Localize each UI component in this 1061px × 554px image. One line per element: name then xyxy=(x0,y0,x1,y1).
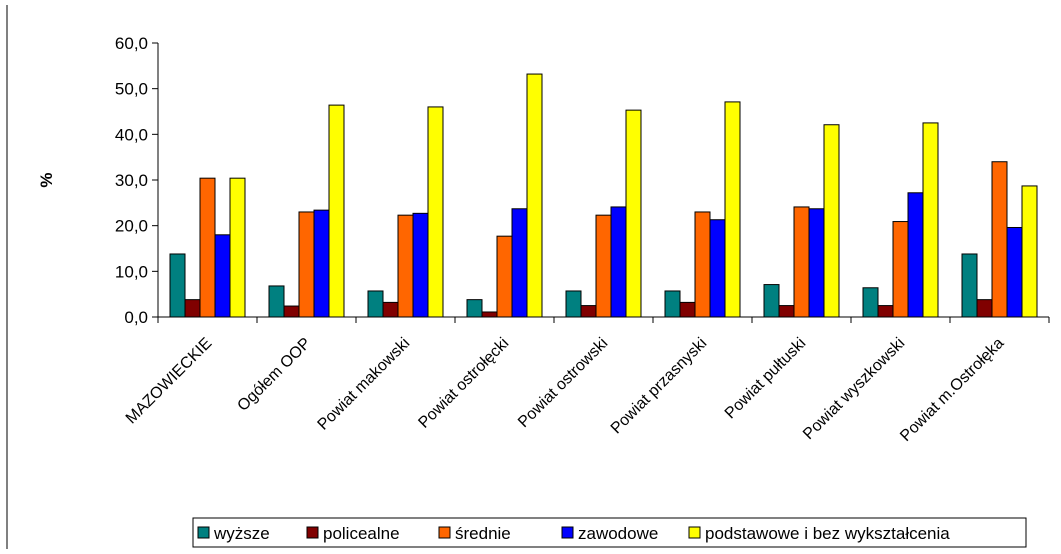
y-axis-title: % xyxy=(37,172,56,187)
bar xyxy=(877,305,894,318)
bar xyxy=(229,177,246,318)
bar xyxy=(565,290,582,318)
bar xyxy=(268,285,285,318)
bar xyxy=(610,206,627,318)
y-tick-label: 20,0 xyxy=(115,217,148,236)
legend-swatch xyxy=(561,526,574,539)
x-tick-label: Powiat pułtuski xyxy=(722,335,809,422)
bar xyxy=(892,221,909,318)
bar xyxy=(214,234,231,318)
bar xyxy=(778,305,795,318)
bar xyxy=(961,253,978,318)
x-tick-label: Powiat m.Ostrołęka xyxy=(897,335,1007,445)
y-tick-label: 60,0 xyxy=(115,34,148,53)
bar xyxy=(709,219,726,318)
x-tick-label: Powiat przasnyski xyxy=(608,335,711,438)
bar xyxy=(199,177,216,318)
bar xyxy=(412,212,429,318)
x-tick-label: MAZOWIECKIE xyxy=(123,335,215,427)
bar xyxy=(481,311,498,318)
bar xyxy=(283,305,300,318)
bar xyxy=(823,124,840,318)
bar xyxy=(679,301,696,318)
y-tick-label: 50,0 xyxy=(115,80,148,99)
bar xyxy=(397,214,414,318)
legend-box xyxy=(192,517,1027,548)
legend-label: policealne xyxy=(323,524,400,543)
bar xyxy=(328,104,345,318)
bar xyxy=(511,208,528,318)
legend: wyższe policealne średnie zawodowe podstawow… xyxy=(192,517,1027,548)
bar xyxy=(763,284,780,318)
bar xyxy=(991,161,1008,318)
legend-label: podstawowe i bez wykształcenia xyxy=(705,524,950,543)
bar xyxy=(526,73,543,318)
x-tick-label: Powiat wyszkowski xyxy=(800,335,908,443)
bar xyxy=(724,101,741,318)
legend-label: wyższe xyxy=(213,524,270,543)
y-tick-label: 10,0 xyxy=(115,262,148,281)
bar xyxy=(1021,185,1038,318)
bar xyxy=(580,305,597,318)
bar xyxy=(298,211,315,318)
legend-swatch xyxy=(197,526,210,539)
bar xyxy=(595,214,612,318)
bar xyxy=(808,208,825,318)
legend-label: średnie xyxy=(455,524,511,543)
bar xyxy=(427,106,444,318)
bar xyxy=(976,299,993,318)
bar xyxy=(907,192,924,318)
bar xyxy=(625,109,642,318)
bar xyxy=(922,122,939,318)
bar xyxy=(793,206,810,318)
bar xyxy=(1006,226,1023,318)
legend-label: zawodowe xyxy=(578,524,658,543)
bar xyxy=(694,211,711,318)
legend-swatch xyxy=(688,526,701,539)
y-tick-label: 40,0 xyxy=(115,125,148,144)
x-tick-label: Powiat ostrołęcki xyxy=(415,335,512,432)
x-tick-label: Powiat ostrowski xyxy=(515,335,611,431)
bar xyxy=(664,290,681,318)
legend-swatch xyxy=(438,526,451,539)
bar xyxy=(496,235,513,318)
bar xyxy=(313,209,330,318)
bar xyxy=(367,290,384,318)
plot-area: 0,0 10,0 20,0 30,0 40,0 50,0 60,0 MAZOWIECKIE Og… xyxy=(115,34,1050,445)
bar xyxy=(466,299,483,318)
legend-swatch xyxy=(306,526,319,539)
bar xyxy=(184,299,201,318)
y-tick-label: 30,0 xyxy=(115,171,148,190)
bar xyxy=(862,287,879,318)
bar xyxy=(382,301,399,318)
x-tick-label: Ogółem OOP xyxy=(234,335,314,415)
y-tick-label: 0,0 xyxy=(124,308,148,327)
x-tick-label: Powiat makowski xyxy=(315,335,414,434)
bar xyxy=(169,253,186,318)
